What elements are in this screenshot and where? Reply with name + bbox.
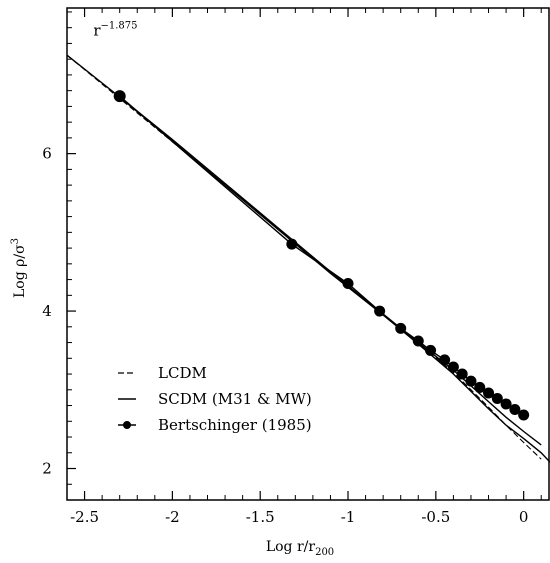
x-axis-label-main: Log r/r xyxy=(266,539,316,555)
x-tick-label: 0 xyxy=(519,508,529,526)
slope-annotation-base: r xyxy=(93,22,101,40)
y-axis-label-sup: 3 xyxy=(10,238,21,244)
legend-entry-scdm: SCDM (M31 & MW) xyxy=(118,390,312,408)
data-point xyxy=(342,278,354,290)
data-point xyxy=(500,398,512,410)
x-tick-label: -1 xyxy=(341,508,356,526)
data-point xyxy=(456,368,468,380)
x-axis-label: Log r/r200 xyxy=(266,539,334,558)
slope-annotation-exponent: −1.875 xyxy=(101,21,138,32)
x-tick-label: -1.5 xyxy=(246,508,275,526)
y-tick-label: 4 xyxy=(42,302,52,320)
axis-ticks: -2.5 -2 -1.5 -1 -0.5 0 2 4 6 xyxy=(42,8,542,526)
legend-label-lcdm: LCDM xyxy=(158,364,207,382)
x-tick-label: -2 xyxy=(165,508,180,526)
data-point xyxy=(491,392,503,404)
data-point xyxy=(286,238,298,250)
data-point xyxy=(425,344,437,356)
data-point xyxy=(439,354,451,366)
data-point xyxy=(518,409,530,421)
y-tick-label: 2 xyxy=(42,460,52,478)
legend-entry-lcdm: LCDM xyxy=(118,364,207,382)
data-point xyxy=(412,335,424,347)
data-point xyxy=(374,305,386,317)
plot-area xyxy=(66,54,550,463)
x-tick-label: -2.5 xyxy=(70,508,99,526)
legend-entry-bertschinger: Bertschinger (1985) xyxy=(118,416,312,434)
legend-marker-bertschinger xyxy=(123,421,131,429)
x-axis-label-sub: 200 xyxy=(315,547,334,558)
data-point xyxy=(113,90,126,103)
legend: LCDM SCDM (M31 & MW) Bertschinger (1985) xyxy=(118,364,312,434)
slope-annotation: r−1.875 xyxy=(93,21,137,40)
legend-label-scdm: SCDM (M31 & MW) xyxy=(158,390,312,408)
x-tick-label: -0.5 xyxy=(421,508,450,526)
data-point xyxy=(465,375,477,387)
data-point xyxy=(483,387,495,399)
data-point xyxy=(395,322,407,334)
data-point xyxy=(509,403,521,415)
plot-frame xyxy=(66,7,550,501)
data-point xyxy=(474,381,486,393)
y-axis-label-main: Log ρ/σ xyxy=(12,244,28,298)
data-point xyxy=(447,361,459,373)
legend-label-bertschinger: Bertschinger (1985) xyxy=(158,416,312,434)
y-axis-label: Log ρ/σ3 xyxy=(10,238,28,298)
y-tick-label: 6 xyxy=(42,145,52,163)
